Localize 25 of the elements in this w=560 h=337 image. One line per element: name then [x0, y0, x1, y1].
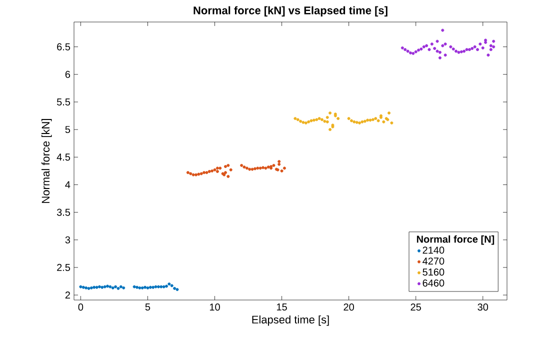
x-tick-label: 25 [410, 304, 421, 311]
y-tick-label: 3.5 [56, 208, 70, 216]
y-tick-label: 4.5 [56, 154, 70, 161]
legend-title: Normal force [N] [416, 235, 494, 245]
x-tick-label: 5 [145, 304, 150, 310]
x-tick-label: 20 [344, 304, 354, 311]
legend-label: 5160 [422, 268, 444, 276]
x-axis-title: Elapsed time [s] [252, 315, 329, 326]
x-tick-label: 10 [210, 304, 220, 311]
y-tick-label: 4 [65, 181, 70, 188]
legend-label: 6460 [422, 279, 444, 287]
y-tick-label: 5 [65, 126, 70, 134]
x-tick-label: 0 [78, 304, 84, 311]
y-tick-label: 5.5 [56, 98, 70, 106]
legend-label: 4270 [422, 258, 444, 265]
y-tick-label: 6 [65, 70, 70, 78]
y-axis-title: Normal force [kN] [41, 119, 52, 203]
x-tick-label: 15 [276, 304, 287, 310]
x-tick-label: 30 [478, 304, 488, 311]
chart-title: Normal force [kN] vs Elapsed time [s] [194, 6, 388, 16]
y-tick-label: 3 [65, 236, 70, 244]
y-tick-label: 6.5 [57, 43, 70, 50]
legend-label: 2140 [422, 246, 444, 254]
y-tick-label: 2.5 [57, 264, 70, 271]
y-tick-label: 2 [65, 292, 70, 299]
